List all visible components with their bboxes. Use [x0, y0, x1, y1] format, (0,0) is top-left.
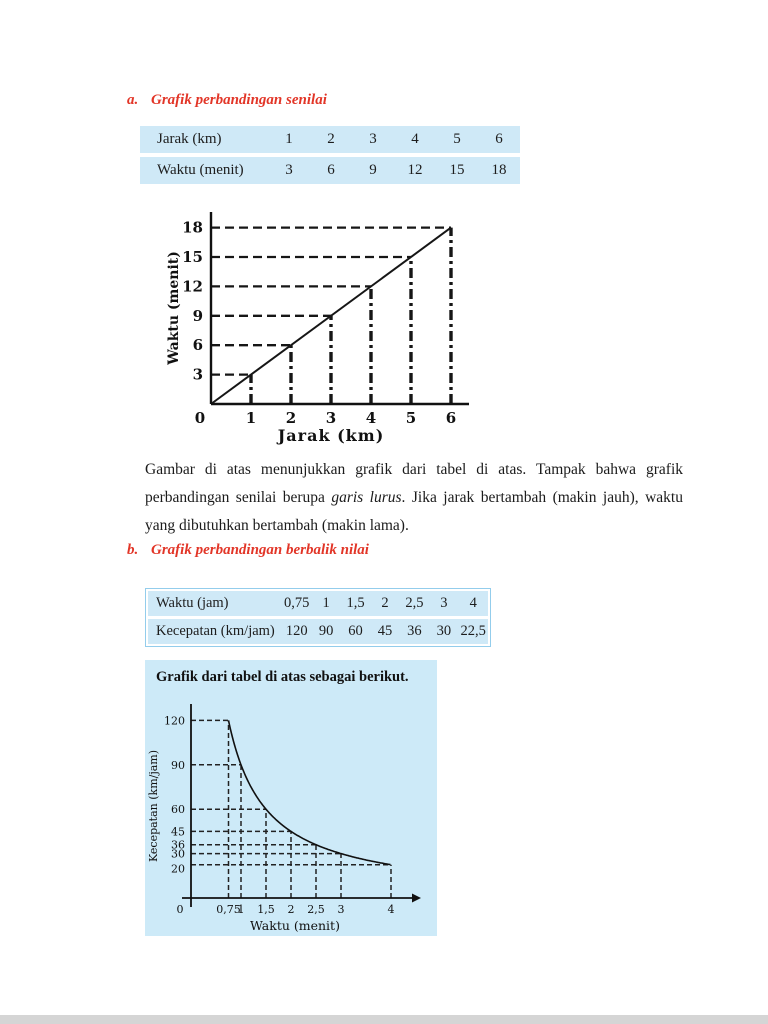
cell-value: 36: [407, 623, 422, 639]
explanation-paragraph: Gambar di atas menunjukkan grafik dari t…: [145, 456, 683, 540]
cell-value: 6: [495, 131, 503, 147]
svg-text:5: 5: [406, 409, 416, 427]
svg-text:45: 45: [171, 825, 185, 838]
table-berbalik-border: Waktu (jam) 0,75 1 1,5 2 2,5 3 4 Kecepatan (km/j…: [145, 588, 491, 647]
cell-value: 22,5: [460, 623, 486, 639]
paragraph-italic: garis lurus: [331, 488, 402, 506]
section-a-marker: a.: [127, 92, 139, 108]
table-berbalik: Waktu (jam) 0,75 1 1,5 2 2,5 3 4 Kecepatan (km/j…: [148, 591, 488, 644]
cell-value: 4: [411, 131, 419, 147]
cell-value: 1: [285, 131, 293, 147]
paragraph-text-2: . Jika jarak bertambah (makin jauh), wak…: [145, 488, 683, 534]
svg-text:60: 60: [171, 803, 185, 816]
cell-value: 120: [285, 623, 308, 639]
cell-value: 4: [469, 595, 477, 611]
svg-text:120: 120: [164, 714, 185, 727]
svg-text:4: 4: [388, 903, 395, 916]
cell-value: 2: [327, 131, 335, 147]
cell-value: 60: [348, 623, 363, 639]
table-row: Waktu (jam) 0,75 1 1,5 2 2,5 3 4: [148, 591, 488, 616]
section-a-title: Grafik perbandingan senilai: [151, 92, 327, 108]
table-row: Waktu (menit) 3 6 9 12 15 18: [140, 157, 520, 184]
svg-text:Kecepatan (km/jam): Kecepatan (km/jam): [147, 750, 160, 862]
cell-value: 5: [453, 131, 461, 147]
svg-text:18: 18: [182, 219, 203, 237]
row-label: Waktu (jam): [156, 595, 229, 611]
svg-text:36: 36: [171, 839, 185, 852]
svg-text:6: 6: [446, 409, 456, 427]
table-row: Kecepatan (km/jam) 120 90 60 45 36 30 22,5: [148, 619, 488, 644]
svg-text:1,5: 1,5: [257, 903, 275, 916]
svg-text:0: 0: [177, 903, 184, 916]
section-b-marker: b.: [127, 542, 139, 558]
table-senilai: Jarak (km) 1 2 3 4 5 6 Waktu (menit) 3 6 9 12 15 18: [140, 126, 520, 184]
svg-text:Waktu (menit): Waktu (menit): [166, 251, 182, 366]
svg-text:90: 90: [171, 759, 185, 772]
svg-text:0,75: 0,75: [216, 903, 241, 916]
svg-text:9: 9: [193, 307, 203, 325]
svg-text:12: 12: [182, 277, 203, 295]
svg-text:3: 3: [193, 366, 203, 384]
cell-value: 0,75: [284, 595, 310, 611]
svg-text:2,5: 2,5: [307, 903, 325, 916]
cell-value: 2: [381, 595, 389, 611]
cell-value: 9: [369, 162, 377, 178]
paragraph-text-1: Gambar di atas menunjukkan grafik dari t…: [145, 461, 683, 506]
cell-value: 15: [449, 162, 465, 178]
section-b-title: Grafik perbandingan berbalik nilai: [151, 542, 369, 558]
cell-value: 2,5: [405, 595, 424, 611]
chart-box: Grafik dari tabel di atas sebagai beriku…: [145, 660, 437, 936]
svg-text:1: 1: [238, 903, 245, 916]
svg-text:1: 1: [246, 409, 256, 427]
cell-value: 6: [327, 162, 335, 178]
cell-value: 3: [285, 162, 293, 178]
cell-value: 1,5: [346, 595, 365, 611]
svg-text:2: 2: [288, 903, 295, 916]
svg-text:3: 3: [326, 409, 336, 427]
chart-box-title: Grafik dari tabel di atas sebagai beriku…: [156, 669, 409, 685]
cell-value: 3: [369, 131, 377, 147]
svg-text:6: 6: [193, 336, 203, 354]
row-label: Kecepatan (km/jam): [156, 623, 275, 639]
cell-value: 45: [377, 623, 393, 639]
section-b-heading: b. Grafik perbandingan berbalik nilai: [127, 542, 369, 559]
table-row: Jarak (km) 1 2 3 4 5 6: [140, 126, 520, 153]
cell-value: 12: [407, 162, 423, 178]
page-edge-shadow: [0, 1015, 768, 1024]
svg-text:20: 20: [171, 862, 185, 875]
svg-text:15: 15: [182, 248, 203, 266]
svg-text:Jarak (km): Jarak (km): [276, 426, 385, 445]
svg-text:2: 2: [286, 409, 296, 427]
row-label: Waktu (menit): [157, 162, 244, 178]
cell-value: 3: [440, 595, 448, 611]
svg-text:30: 30: [171, 848, 185, 861]
row-label: Jarak (km): [157, 131, 222, 147]
svg-text:0: 0: [195, 409, 205, 427]
svg-text:4: 4: [366, 409, 376, 427]
cell-value: 18: [491, 162, 507, 178]
cell-value: 1: [322, 595, 330, 611]
cell-value: 90: [318, 623, 334, 639]
cell-value: 30: [436, 623, 452, 639]
svg-text:3: 3: [338, 903, 345, 916]
svg-text:Waktu (menit): Waktu (menit): [250, 918, 340, 933]
section-a-heading: a. Grafik perbandingan senilai: [127, 92, 327, 109]
